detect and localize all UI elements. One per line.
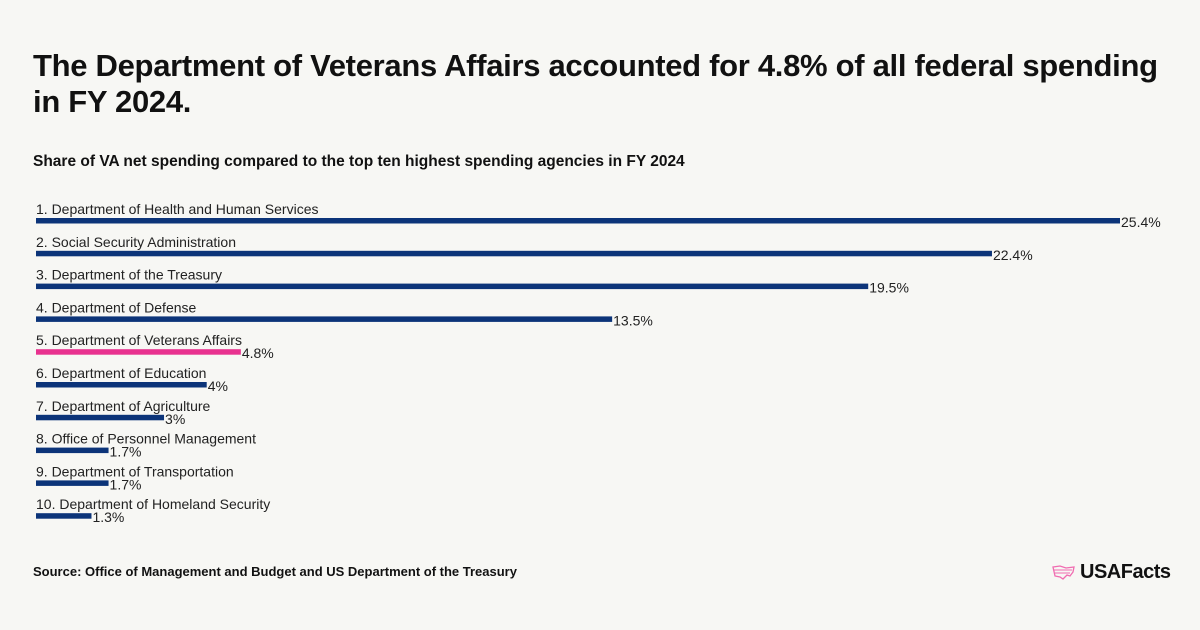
data-label: 1.7% bbox=[110, 444, 142, 460]
bar bbox=[36, 382, 207, 388]
category-label: 8. Office of Personnel Management bbox=[36, 431, 256, 447]
data-label: 19.5% bbox=[869, 280, 909, 296]
data-label: 22.4% bbox=[993, 247, 1033, 263]
us-map-icon bbox=[1052, 564, 1075, 580]
bar bbox=[36, 218, 1120, 224]
logo-text: USAFacts bbox=[1080, 561, 1171, 583]
data-label: 4% bbox=[208, 378, 228, 394]
source-note: Source: Office of Management and Budget … bbox=[33, 564, 517, 579]
category-label: 1. Department of Health and Human Servic… bbox=[36, 201, 318, 217]
usafacts-logo: USAFacts bbox=[1052, 561, 1171, 584]
chart-subtitle: Share of VA net spending compared to the… bbox=[33, 153, 685, 170]
category-label: 9. Department of Transportation bbox=[36, 463, 234, 479]
page-title: The Department of Veterans Affairs accou… bbox=[33, 48, 1158, 119]
category-label: 4. Department of Defense bbox=[36, 299, 197, 315]
data-label: 13.5% bbox=[613, 312, 653, 328]
category-label: 10. Department of Homeland Security bbox=[36, 496, 270, 512]
bar bbox=[36, 283, 869, 290]
data-label: 3% bbox=[165, 411, 185, 427]
bar bbox=[36, 250, 992, 257]
bar bbox=[36, 513, 92, 519]
data-label: 4.8% bbox=[242, 345, 274, 361]
category-label: 3. Department of the Treasury bbox=[36, 267, 222, 283]
data-label: 1.3% bbox=[92, 509, 124, 525]
category-label: 5. Department of Veterans Affairs bbox=[36, 332, 242, 348]
category-label: 7. Department of Agriculture bbox=[36, 398, 211, 414]
data-label: 25.4% bbox=[1121, 214, 1161, 230]
bar bbox=[36, 480, 109, 486]
bar bbox=[36, 414, 165, 421]
bar bbox=[36, 316, 613, 322]
category-label: 6. Department of Education bbox=[36, 365, 206, 381]
data-label: 1.7% bbox=[110, 476, 142, 492]
bar bbox=[36, 349, 241, 355]
category-label: 2. Social Security Administration bbox=[36, 234, 236, 250]
bar bbox=[36, 447, 109, 454]
